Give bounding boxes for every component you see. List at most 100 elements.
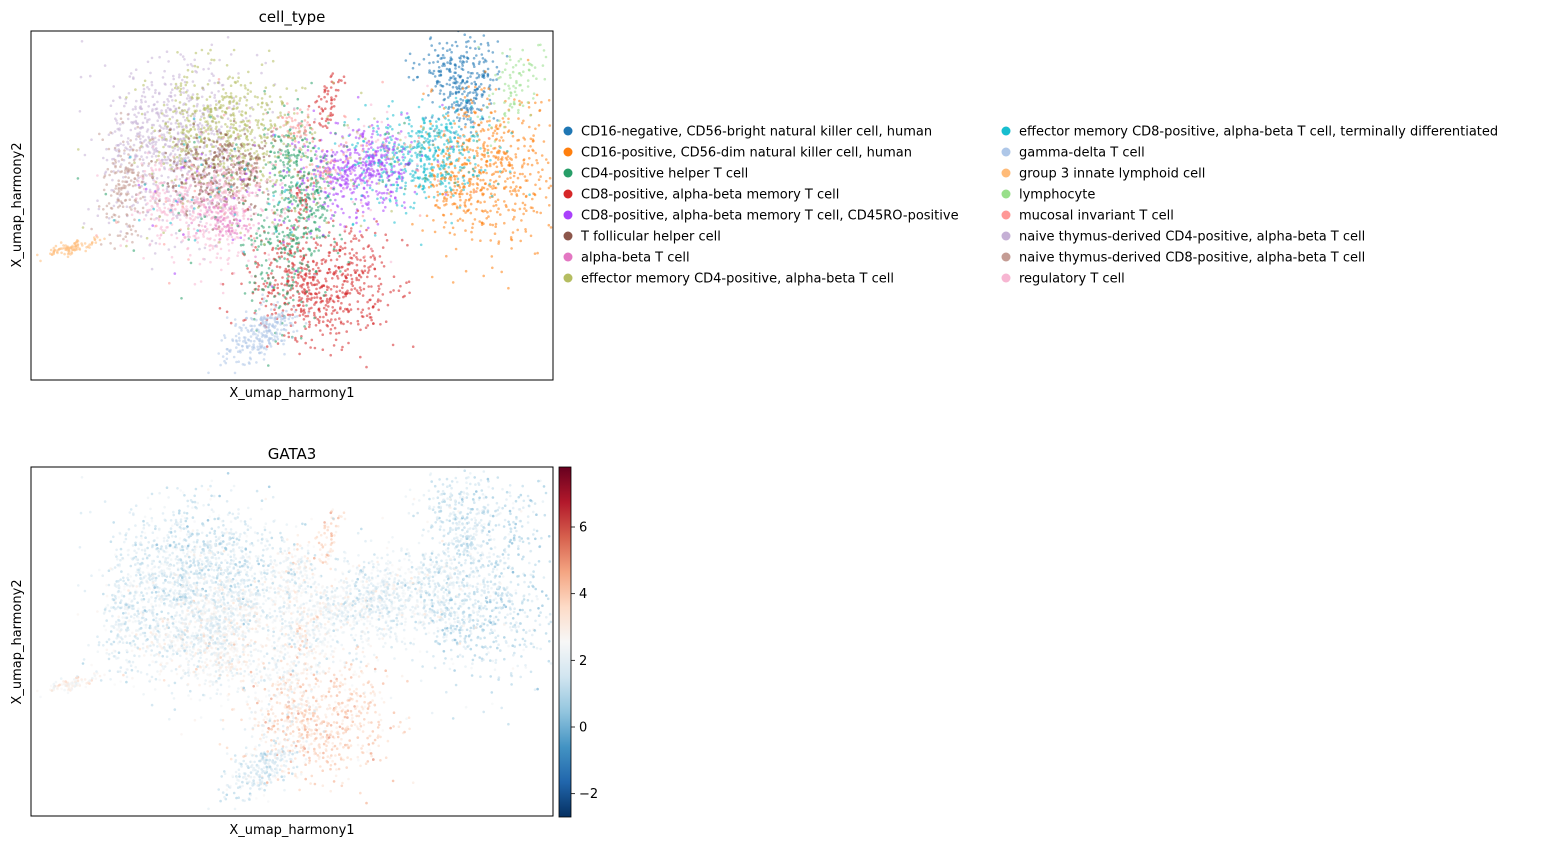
data-point <box>119 142 122 145</box>
data-point <box>113 130 117 133</box>
data-point <box>113 146 117 150</box>
data-point <box>327 234 330 237</box>
data-point <box>168 145 171 149</box>
data-point <box>290 239 294 243</box>
data-point <box>259 243 263 246</box>
data-point <box>283 165 286 168</box>
data-point <box>129 128 133 132</box>
data-point <box>244 184 247 187</box>
data-point <box>370 146 373 149</box>
data-point <box>446 61 449 64</box>
data-point <box>306 179 310 182</box>
data-point <box>349 230 353 233</box>
data-point <box>227 136 230 140</box>
data-point <box>476 154 479 157</box>
data-point <box>354 166 357 169</box>
data-point <box>282 294 285 297</box>
data-point <box>473 80 477 84</box>
data-point <box>454 191 458 195</box>
data-point <box>465 99 468 102</box>
data-point <box>390 138 393 141</box>
data-point <box>469 125 473 129</box>
data-point <box>469 193 472 197</box>
data-point <box>220 150 224 153</box>
data-point <box>221 152 224 156</box>
data-point <box>301 262 304 266</box>
data-point <box>272 288 276 292</box>
data-point <box>171 186 175 189</box>
data-point <box>448 62 452 65</box>
data-point <box>107 147 111 151</box>
data-point <box>516 139 519 142</box>
data-point <box>410 148 413 151</box>
data-point <box>248 183 252 186</box>
data-point <box>108 173 111 177</box>
data-point <box>436 190 439 194</box>
data-point <box>307 217 310 221</box>
data-point <box>465 40 468 44</box>
data-point <box>461 64 465 67</box>
data-point <box>475 182 479 185</box>
data-point <box>450 50 453 54</box>
data-point <box>568 181 571 184</box>
data-point <box>385 239 389 242</box>
data-point <box>501 117 505 120</box>
data-point <box>531 197 534 201</box>
data-point <box>440 129 443 133</box>
data-point <box>297 170 301 174</box>
data-point <box>325 323 329 327</box>
data-point <box>137 176 140 180</box>
data-point <box>333 308 337 312</box>
data-point <box>327 286 330 289</box>
data-point <box>142 90 145 94</box>
data-point <box>239 113 243 116</box>
data-point <box>172 104 176 108</box>
data-point <box>448 152 451 155</box>
data-point <box>460 67 464 71</box>
data-point <box>454 40 458 44</box>
data-point <box>423 164 426 167</box>
data-point <box>351 284 355 288</box>
data-point <box>330 318 333 321</box>
data-point <box>510 247 513 250</box>
data-point <box>324 216 327 220</box>
data-point <box>461 145 464 149</box>
data-point <box>425 177 429 181</box>
data-point <box>441 64 444 68</box>
data-point <box>539 211 542 215</box>
data-point <box>283 251 287 255</box>
data-point <box>434 137 437 141</box>
data-point <box>463 125 467 129</box>
data-point <box>217 158 220 161</box>
data-point <box>325 209 329 212</box>
data-point <box>110 188 113 192</box>
data-point <box>361 271 365 275</box>
data-point <box>212 140 216 144</box>
data-point <box>315 188 319 192</box>
data-point <box>511 231 515 234</box>
data-point <box>471 183 475 186</box>
data-point <box>354 179 357 183</box>
data-point <box>134 107 137 111</box>
data-point <box>528 157 531 160</box>
data-point <box>267 161 270 164</box>
data-point <box>318 310 322 313</box>
data-point <box>449 58 453 61</box>
data-point <box>465 101 469 104</box>
data-point <box>185 110 189 114</box>
data-point <box>302 278 305 281</box>
data-point <box>457 171 460 174</box>
data-point <box>300 335 303 338</box>
data-point <box>438 192 442 196</box>
data-point <box>494 203 498 207</box>
data-point <box>261 277 264 280</box>
data-point <box>400 111 403 114</box>
data-point <box>432 195 436 199</box>
data-point <box>297 276 300 279</box>
data-point <box>355 251 358 255</box>
data-point <box>328 271 332 274</box>
data-point <box>260 136 263 140</box>
data-point <box>467 99 471 102</box>
data-point <box>412 61 416 65</box>
data-point <box>419 159 423 163</box>
